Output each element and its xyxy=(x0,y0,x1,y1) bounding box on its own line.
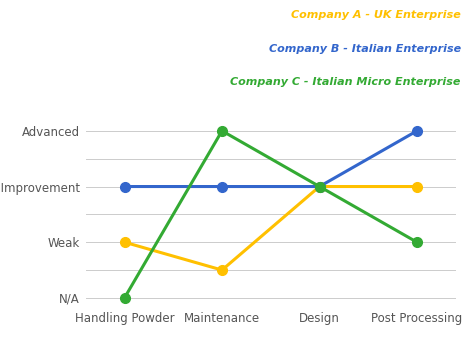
Text: Company B - Italian Enterprise: Company B - Italian Enterprise xyxy=(269,44,461,54)
Text: Company A - UK Enterprise: Company A - UK Enterprise xyxy=(291,10,461,21)
Text: Company C - Italian Micro Enterprise: Company C - Italian Micro Enterprise xyxy=(230,77,461,87)
